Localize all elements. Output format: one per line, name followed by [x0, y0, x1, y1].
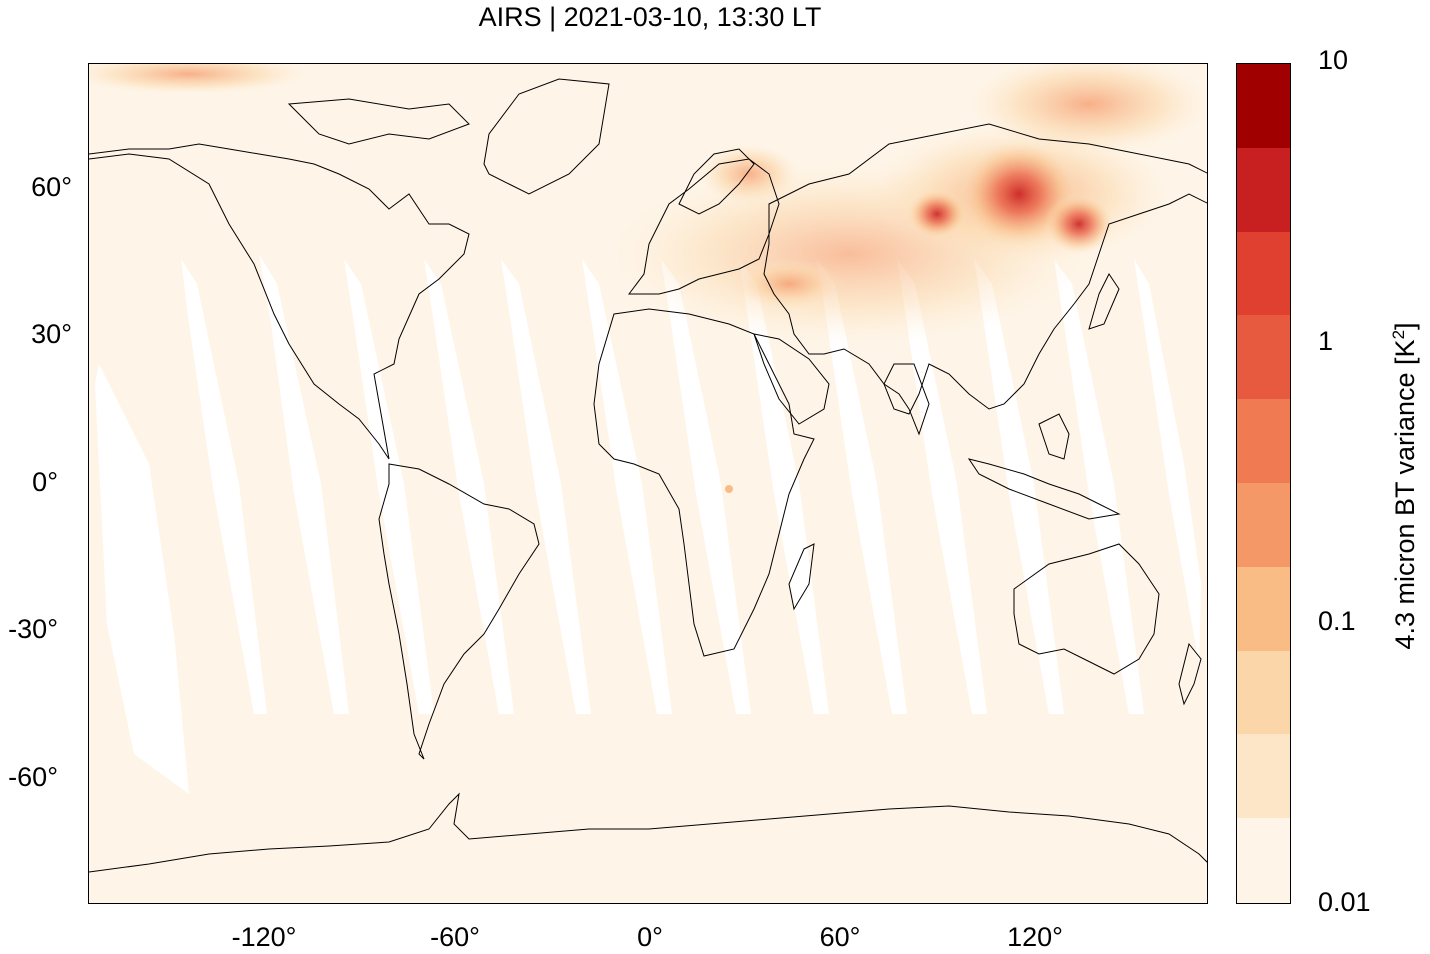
colorbar-segment — [1237, 818, 1290, 903]
lon-tick-label-60: 60° — [819, 922, 861, 952]
lat-tick-label-minus30: -30° — [8, 614, 58, 644]
colorbar-segment — [1237, 399, 1290, 484]
colorbar-segment — [1237, 231, 1290, 317]
colorbar-segment — [1237, 147, 1290, 233]
lat-tick-label-0: 0° — [32, 467, 58, 497]
coastlines — [89, 78, 1207, 873]
lat-tick-label-60: 60° — [31, 172, 72, 202]
chart-title: AIRS | 2021-03-10, 13:30 LT — [478, 2, 822, 32]
colorbar-tick-label-0.1: 0.1 — [1318, 606, 1356, 636]
colorbar-title: 4.3 micron BT variance [K2] — [1389, 322, 1420, 650]
map-plot-area — [88, 63, 1208, 904]
colorbar-segment — [1237, 734, 1290, 820]
colorbar-segment — [1237, 483, 1290, 568]
colorbar-tick-label-10: 10 — [1318, 45, 1349, 75]
colorbar-segment — [1237, 315, 1290, 401]
lon-tick-label-minus60: -60° — [430, 922, 480, 952]
swath-gaps — [95, 254, 1201, 794]
colorbar-segment — [1237, 650, 1290, 736]
lat-tick-label-minus60: -60° — [8, 762, 58, 792]
colorbar-tick-label-0.01: 0.01 — [1318, 887, 1371, 917]
map-canvas — [89, 64, 1207, 873]
lon-tick-label-minus120: -120° — [231, 922, 297, 952]
colorbar-segment — [1237, 566, 1290, 652]
colorbar-segment — [1237, 64, 1290, 149]
colorbar-tick-label-1: 1 — [1318, 326, 1334, 356]
colorbar — [1236, 63, 1291, 904]
lon-tick-label-120: 120° — [1007, 922, 1063, 952]
lon-tick-label-0: 0° — [637, 922, 663, 952]
variance-hotspots — [89, 64, 1207, 493]
lat-tick-label-30: 30° — [31, 319, 72, 349]
